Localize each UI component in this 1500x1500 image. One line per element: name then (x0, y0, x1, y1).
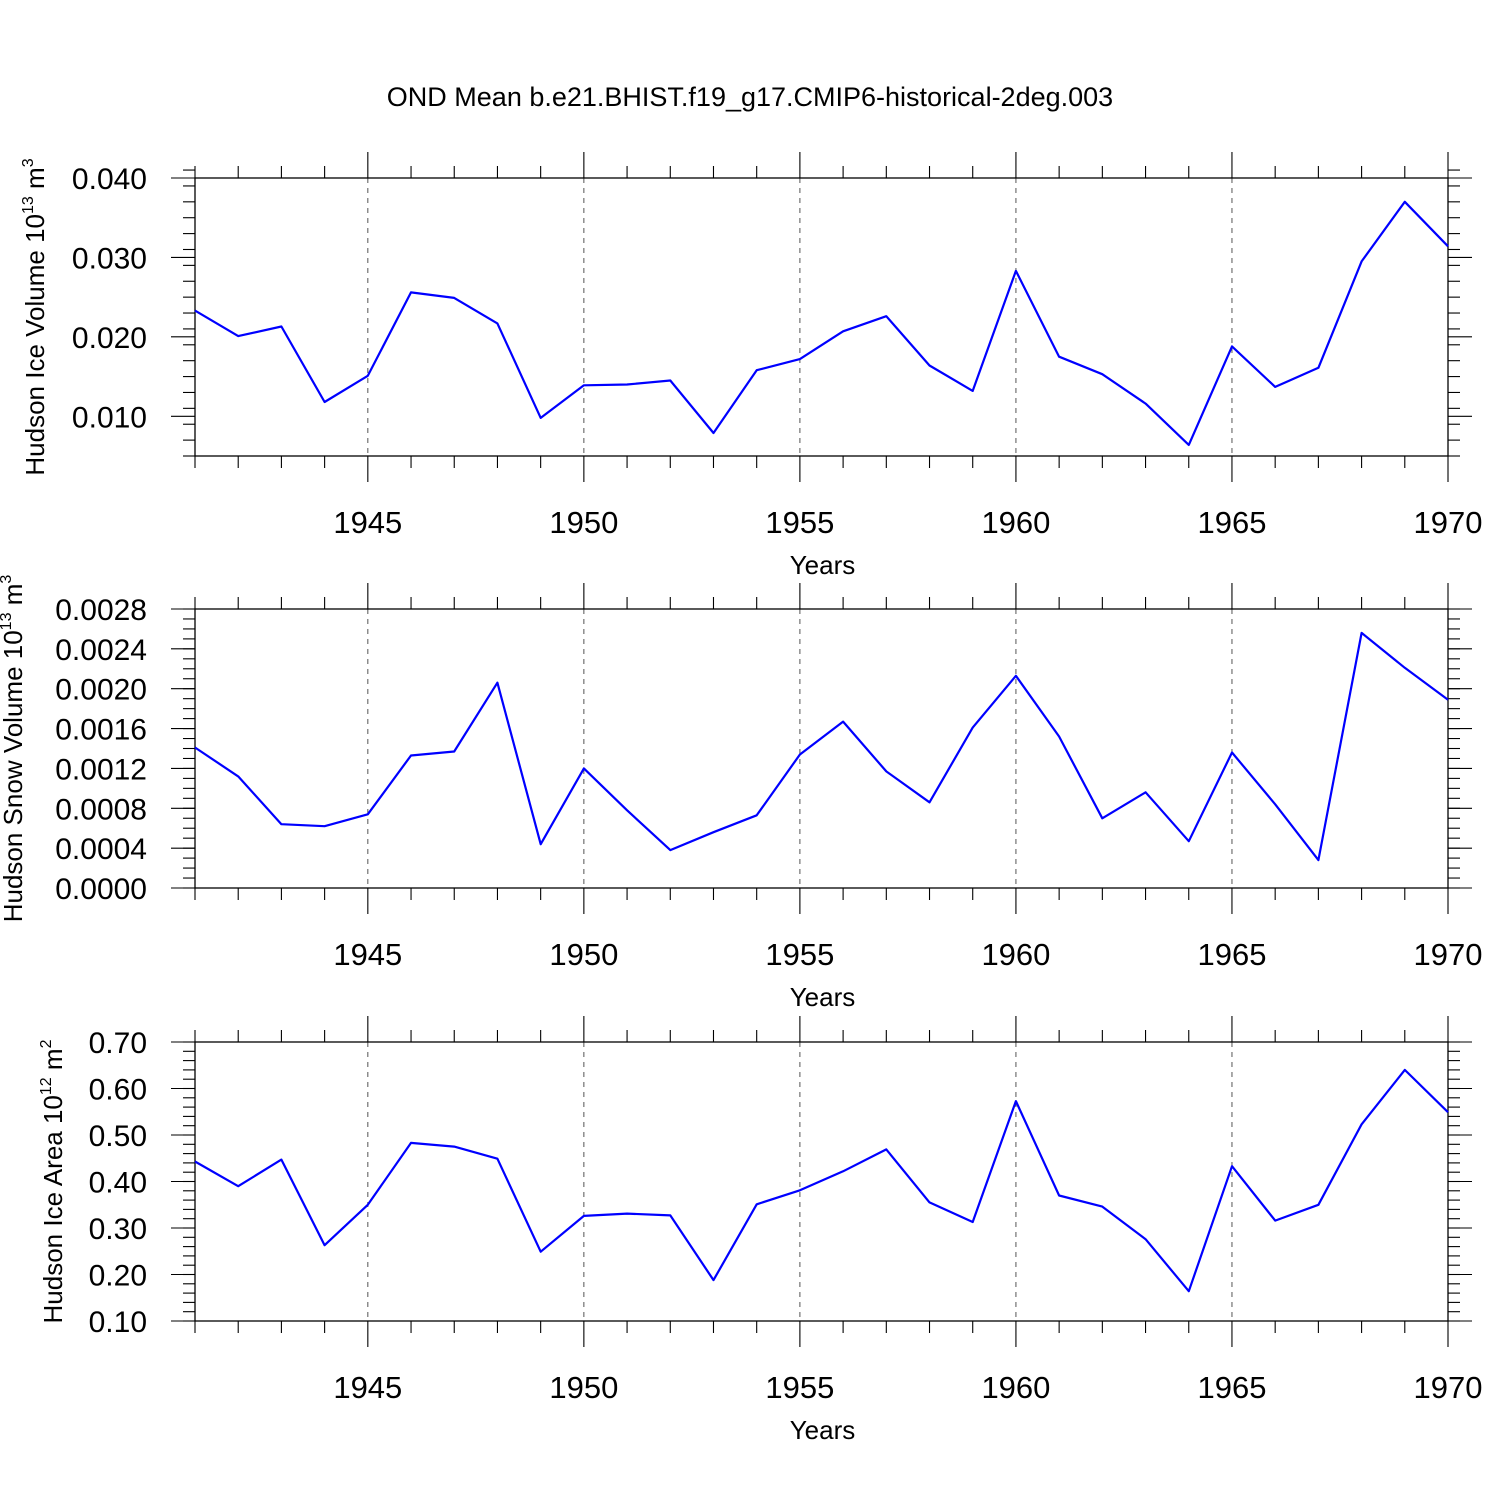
y-axis-title: Hudson Ice Area 1012 m2 (38, 1039, 68, 1323)
plot-frame (194, 608, 1449, 889)
figure-title: OND Mean b.e21.BHIST.f19_g17.CMIP6-histo… (387, 82, 1113, 112)
x-tick-label: 1965 (1197, 505, 1266, 540)
y-tick-label: 0.10 (89, 1306, 147, 1339)
y-axis-title-exponent: 13 (0, 612, 15, 630)
y-tick-label: 0.010 (72, 401, 147, 434)
y-tick-label: 0.0004 (55, 833, 147, 866)
y-tick-label: 0.50 (89, 1120, 147, 1153)
x-tick-label: 1970 (1414, 505, 1483, 540)
x-tick-label: 1950 (549, 937, 618, 972)
x-tick-label: 1960 (981, 505, 1050, 540)
y-axis-title: Hudson Ice Volume 1013 m3 (20, 158, 50, 475)
y-axis-title-text: Hudson Snow Volume 10 (0, 630, 28, 922)
y-axis-title-text: Hudson Ice Area 10 (38, 1095, 68, 1323)
x-tick-label: 1955 (765, 505, 834, 540)
y-tick-label: 0.70 (89, 1027, 147, 1060)
y-tick-label: 0.020 (72, 322, 147, 355)
y-axis-title: Hudson Snow Volume 1013 m3 (0, 575, 28, 923)
panel-snow-volume: 1945 1950 1955 1960 1965 1970 0.0000 0.0004 0.00… (0, 575, 1482, 1012)
y-axis-title-unit-exponent: 3 (20, 158, 37, 167)
panels: 1945 1950 1955 1960 1965 1970 0.010 0.020 0.030 0… (0, 152, 1482, 1445)
x-tick-label: 1970 (1414, 1370, 1483, 1405)
x-tick-label: 1945 (333, 1370, 402, 1405)
series-line (194, 1068, 1449, 1293)
x-tick-label: 1945 (333, 505, 402, 540)
series-line (194, 631, 1449, 862)
x-axis-title: Years (790, 550, 856, 580)
y-tick-label: 0.40 (89, 1167, 147, 1200)
y-axis-title-unit: m (38, 1048, 68, 1077)
y-tick-label: 0.0024 (55, 634, 147, 667)
plot-frame (194, 177, 1449, 457)
x-tick-label: 1950 (549, 1370, 618, 1405)
y-tick-label: 0.20 (89, 1260, 147, 1293)
x-tick-label: 1955 (765, 937, 834, 972)
x-tick-label: 1960 (981, 1370, 1050, 1405)
panel-ice-area: 1945 1950 1955 1960 1965 1970 0.10 0.20 0.30 0.40… (38, 1016, 1482, 1445)
y-axis-title-exponent: 13 (20, 196, 37, 214)
y-tick-label: 0.030 (72, 242, 147, 275)
y-tick-label: 0.30 (89, 1213, 147, 1246)
y-tick-label: 0.0020 (55, 674, 147, 707)
x-tick-label: 1965 (1197, 1370, 1266, 1405)
x-axis-title: Years (790, 982, 856, 1012)
y-tick-label: 0.0008 (55, 793, 147, 826)
x-tick-label: 1945 (333, 937, 402, 972)
y-tick-label: 0.040 (72, 163, 147, 196)
y-tick-label: 0.0016 (55, 714, 147, 747)
y-axis-title-unit-exponent: 3 (0, 575, 15, 584)
x-tick-label: 1955 (765, 1370, 834, 1405)
x-tick-label: 1965 (1197, 937, 1266, 972)
y-tick-label: 0.0000 (55, 873, 147, 906)
y-axis-title-text: Hudson Ice Volume 10 (20, 214, 50, 476)
y-axis-title-exponent: 12 (38, 1077, 55, 1095)
y-tick-label: 0.0028 (55, 594, 147, 627)
series-line (194, 200, 1449, 446)
panel-ice-volume: 1945 1950 1955 1960 1965 1970 0.010 0.020 0.030 0… (20, 152, 1482, 580)
y-tick-label: 0.0012 (55, 753, 147, 786)
y-axis-title-unit: m (20, 167, 50, 196)
x-tick-label: 1950 (549, 505, 618, 540)
y-axis-title-unit-exponent: 2 (38, 1039, 55, 1048)
y-axis-title-unit: m (0, 584, 28, 613)
x-tick-label: 1970 (1414, 937, 1483, 972)
x-axis-title: Years (790, 1415, 856, 1445)
x-tick-label: 1960 (981, 937, 1050, 972)
y-tick-label: 0.60 (89, 1074, 147, 1107)
